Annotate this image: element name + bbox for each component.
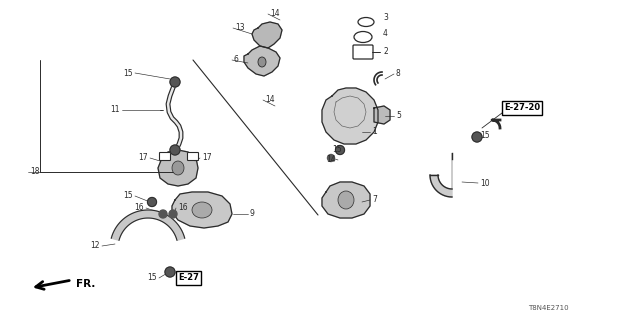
Text: 16: 16: [178, 204, 188, 212]
Ellipse shape: [192, 202, 212, 218]
Text: 5: 5: [396, 111, 401, 121]
Circle shape: [165, 267, 175, 277]
Text: 17: 17: [202, 154, 212, 163]
Text: E-27: E-27: [178, 274, 199, 283]
Ellipse shape: [172, 161, 184, 175]
Text: 17: 17: [138, 154, 148, 163]
Text: 8: 8: [396, 69, 401, 78]
Polygon shape: [158, 150, 198, 186]
Text: E-27-20: E-27-20: [504, 103, 540, 113]
Polygon shape: [430, 153, 452, 197]
Text: 18: 18: [30, 167, 40, 177]
Text: 1: 1: [372, 127, 377, 137]
Text: 15: 15: [124, 191, 133, 201]
Text: 14: 14: [326, 156, 336, 164]
Text: 13: 13: [235, 23, 244, 33]
FancyBboxPatch shape: [188, 153, 198, 161]
Circle shape: [335, 146, 344, 155]
Text: 15: 15: [332, 146, 342, 155]
Ellipse shape: [258, 57, 266, 67]
FancyBboxPatch shape: [159, 153, 170, 161]
Polygon shape: [374, 106, 390, 124]
Text: 4: 4: [383, 28, 388, 37]
Polygon shape: [322, 88, 378, 144]
Text: 12: 12: [90, 242, 100, 251]
Text: 14: 14: [270, 10, 280, 19]
Text: 2: 2: [383, 47, 388, 57]
Polygon shape: [252, 22, 282, 48]
Text: 9: 9: [250, 210, 255, 219]
Polygon shape: [322, 182, 370, 218]
Circle shape: [328, 155, 335, 162]
Circle shape: [169, 210, 177, 218]
Polygon shape: [172, 192, 232, 228]
Text: 3: 3: [383, 13, 388, 22]
Text: 14: 14: [265, 95, 275, 105]
Text: 7: 7: [372, 196, 377, 204]
Ellipse shape: [338, 191, 354, 209]
Text: 6: 6: [234, 55, 239, 65]
Text: 15: 15: [124, 68, 133, 77]
Circle shape: [147, 197, 157, 206]
Text: T8N4E2710: T8N4E2710: [528, 305, 568, 311]
Circle shape: [170, 77, 180, 87]
Circle shape: [472, 132, 482, 142]
Text: 15: 15: [480, 132, 490, 140]
Text: 11: 11: [111, 106, 120, 115]
Circle shape: [159, 210, 167, 218]
Text: 16: 16: [134, 204, 144, 212]
Text: 15: 15: [147, 274, 157, 283]
Text: 10: 10: [480, 179, 490, 188]
Text: FR.: FR.: [76, 279, 95, 289]
Polygon shape: [244, 46, 280, 76]
Circle shape: [170, 145, 180, 155]
Polygon shape: [111, 210, 185, 240]
